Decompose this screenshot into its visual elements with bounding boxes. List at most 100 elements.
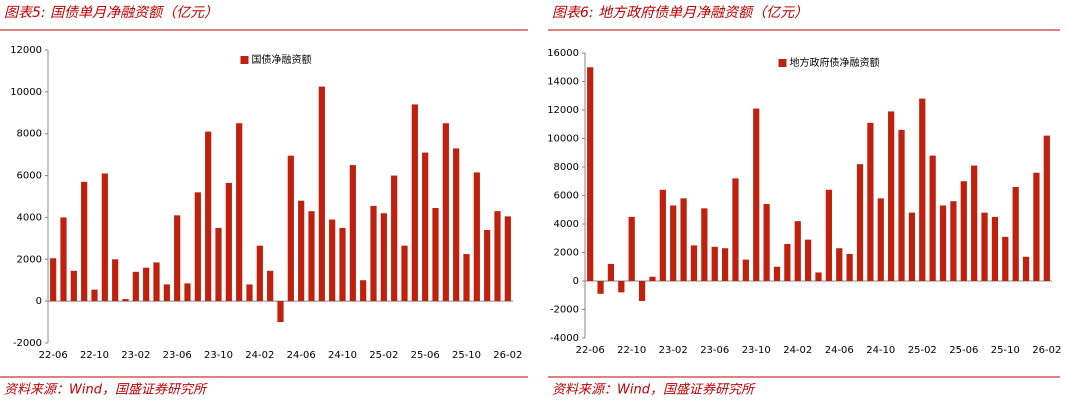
bar xyxy=(60,217,67,302)
bar xyxy=(856,164,864,281)
bar xyxy=(484,229,491,302)
source: 资料来源：Wind，国盛证券研究所 xyxy=(552,382,756,398)
bar xyxy=(473,172,480,302)
chart-title: 图表5: 国债单月净融资额（亿元） xyxy=(4,5,218,21)
x-tick-label: 22-06 xyxy=(576,345,605,356)
legend-label: 地方政府债净融资额 xyxy=(790,56,880,69)
bar xyxy=(401,245,408,302)
bar xyxy=(132,271,139,302)
bar xyxy=(225,182,232,302)
bar xyxy=(815,272,822,281)
y-tick-label: 10000 xyxy=(10,87,42,98)
y-tick-label: 6000 xyxy=(554,191,579,202)
bar xyxy=(504,216,511,302)
legend-swatch xyxy=(240,56,249,64)
bar xyxy=(81,181,88,302)
bar xyxy=(215,227,222,302)
x-tick-label: 23-06 xyxy=(163,350,192,361)
bar xyxy=(194,192,201,302)
bar xyxy=(763,204,770,281)
bar xyxy=(670,205,677,281)
bar xyxy=(784,243,791,281)
bar xyxy=(898,129,905,281)
bar xyxy=(805,239,812,281)
bar xyxy=(360,280,367,302)
bar xyxy=(929,155,936,281)
chart-title: 图表6: 地方政府债单月净融资额（亿元） xyxy=(552,5,808,21)
bar xyxy=(91,289,98,302)
bar xyxy=(867,122,874,281)
bar xyxy=(836,248,843,281)
bar xyxy=(163,284,170,302)
x-tick-label: 25-02 xyxy=(908,345,937,356)
bar xyxy=(628,216,635,281)
bar xyxy=(298,200,305,302)
bar xyxy=(236,123,243,302)
y-tick-label: 14000 xyxy=(547,77,579,88)
y-tick-label: 12000 xyxy=(10,45,42,56)
y-tick-label: 0 xyxy=(573,276,579,287)
bar xyxy=(246,284,253,302)
bar xyxy=(329,219,336,302)
y-tick-label: 16000 xyxy=(547,48,579,59)
bar xyxy=(587,67,594,281)
bar xyxy=(950,201,957,281)
y-tick-label: 8000 xyxy=(17,129,42,140)
x-tick-label: 24-10 xyxy=(328,350,357,361)
y-tick-label: 6000 xyxy=(17,171,42,182)
bar xyxy=(690,245,698,281)
y-tick-label: -4000 xyxy=(550,333,579,344)
x-tick-label: 26-02 xyxy=(1032,345,1061,356)
x-tick-label: 24-02 xyxy=(245,350,274,361)
bar xyxy=(659,189,666,281)
x-tick-label: 23-10 xyxy=(204,350,233,361)
bar xyxy=(453,148,460,302)
legend-swatch xyxy=(778,59,787,67)
x-tick-label: 24-06 xyxy=(825,345,854,356)
bar xyxy=(391,175,398,302)
y-tick-label: 8000 xyxy=(554,162,579,173)
x-tick-label: 23-10 xyxy=(742,345,771,356)
x-tick-label: 23-06 xyxy=(700,345,729,356)
legend-label: 国债净融资额 xyxy=(252,53,312,66)
bar xyxy=(701,208,708,281)
x-tick-label: 23-02 xyxy=(121,350,150,361)
y-tick-label: -2000 xyxy=(13,338,42,349)
bar xyxy=(143,267,150,302)
source: 资料来源：Wind，国盛证券研究所 xyxy=(4,382,208,398)
bar xyxy=(960,181,967,281)
bar xyxy=(411,104,418,302)
bar xyxy=(370,205,377,302)
bar xyxy=(680,198,687,281)
bar xyxy=(174,215,181,302)
bar xyxy=(318,86,325,302)
bar xyxy=(101,173,108,302)
bar xyxy=(919,98,926,281)
x-tick-label: 22-10 xyxy=(617,345,646,356)
bar xyxy=(773,266,781,281)
bar xyxy=(267,270,274,302)
bar xyxy=(732,178,739,281)
bar xyxy=(1022,256,1030,281)
x-tick-label: 23-02 xyxy=(659,345,688,356)
x-tick-label: 24-10 xyxy=(866,345,895,356)
bar xyxy=(122,299,129,302)
bar xyxy=(742,259,749,281)
x-tick-label: 24-02 xyxy=(783,345,812,356)
x-tick-label: 25-06 xyxy=(949,345,978,356)
bar xyxy=(649,276,656,281)
y-tick-label: -2000 xyxy=(550,305,579,316)
bar xyxy=(70,270,77,302)
bar xyxy=(753,108,760,281)
bar xyxy=(981,212,988,281)
bar xyxy=(256,245,263,302)
x-tick-label: 25-10 xyxy=(991,345,1020,356)
y-tick-label: 2000 xyxy=(17,254,42,265)
y-tick-label: 10000 xyxy=(547,134,579,145)
bar xyxy=(825,189,832,281)
bar xyxy=(607,263,615,281)
bar xyxy=(308,211,315,302)
bar xyxy=(287,155,294,302)
bar xyxy=(888,111,895,281)
